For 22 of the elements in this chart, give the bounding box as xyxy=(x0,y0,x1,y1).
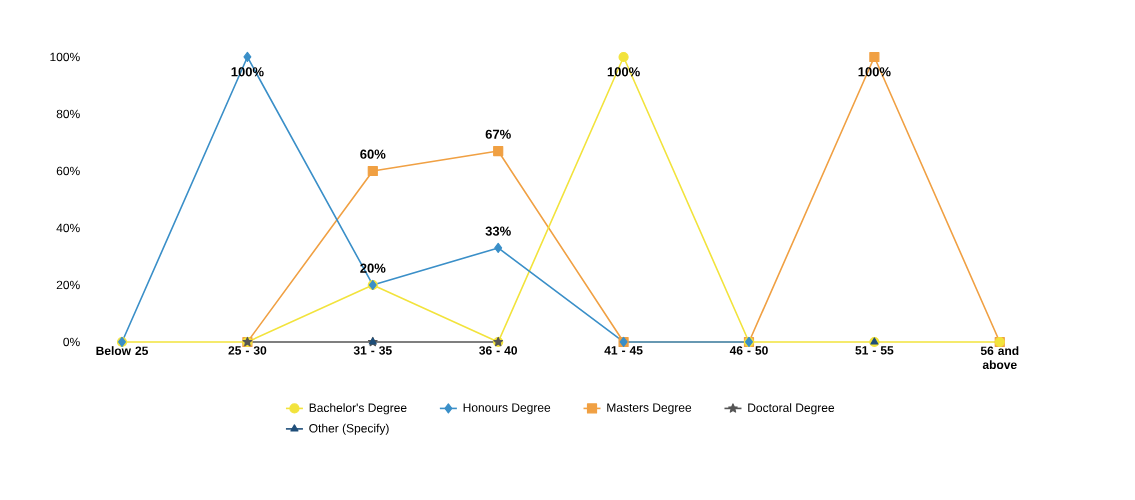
y-tick-label: 20% xyxy=(56,280,80,290)
data-label: 33% xyxy=(485,226,511,236)
y-tick-label: 40% xyxy=(56,223,80,233)
legend-label: Honours Degree xyxy=(463,403,551,415)
x-tick-label: 31 - 35 xyxy=(353,346,392,355)
x-tick-label: 41 - 45 xyxy=(604,346,643,355)
x-tick-label: 46 - 50 xyxy=(729,346,768,355)
x-tick-label: 56 and above xyxy=(980,346,1019,369)
legend-label: Masters Degree xyxy=(607,403,692,415)
x-tick-label: 36 - 40 xyxy=(479,346,518,355)
y-tick-label: 0% xyxy=(63,337,80,347)
x-tick-label: 51 - 55 xyxy=(855,346,894,355)
x-tick-label: Below 25 xyxy=(96,346,149,355)
y-tick-label: 100% xyxy=(50,52,80,62)
legend-label: Other (Specify) xyxy=(309,423,389,435)
data-label: 67% xyxy=(485,129,511,139)
y-tick-label: 80% xyxy=(56,109,80,119)
x-tick-label: 25 - 30 xyxy=(228,346,267,355)
y-tick-label: 60% xyxy=(56,166,80,176)
data-label: 60% xyxy=(360,149,386,159)
legend-label: Bachelor's Degree xyxy=(309,403,407,415)
legend-label: Doctoral Degree xyxy=(748,403,835,415)
